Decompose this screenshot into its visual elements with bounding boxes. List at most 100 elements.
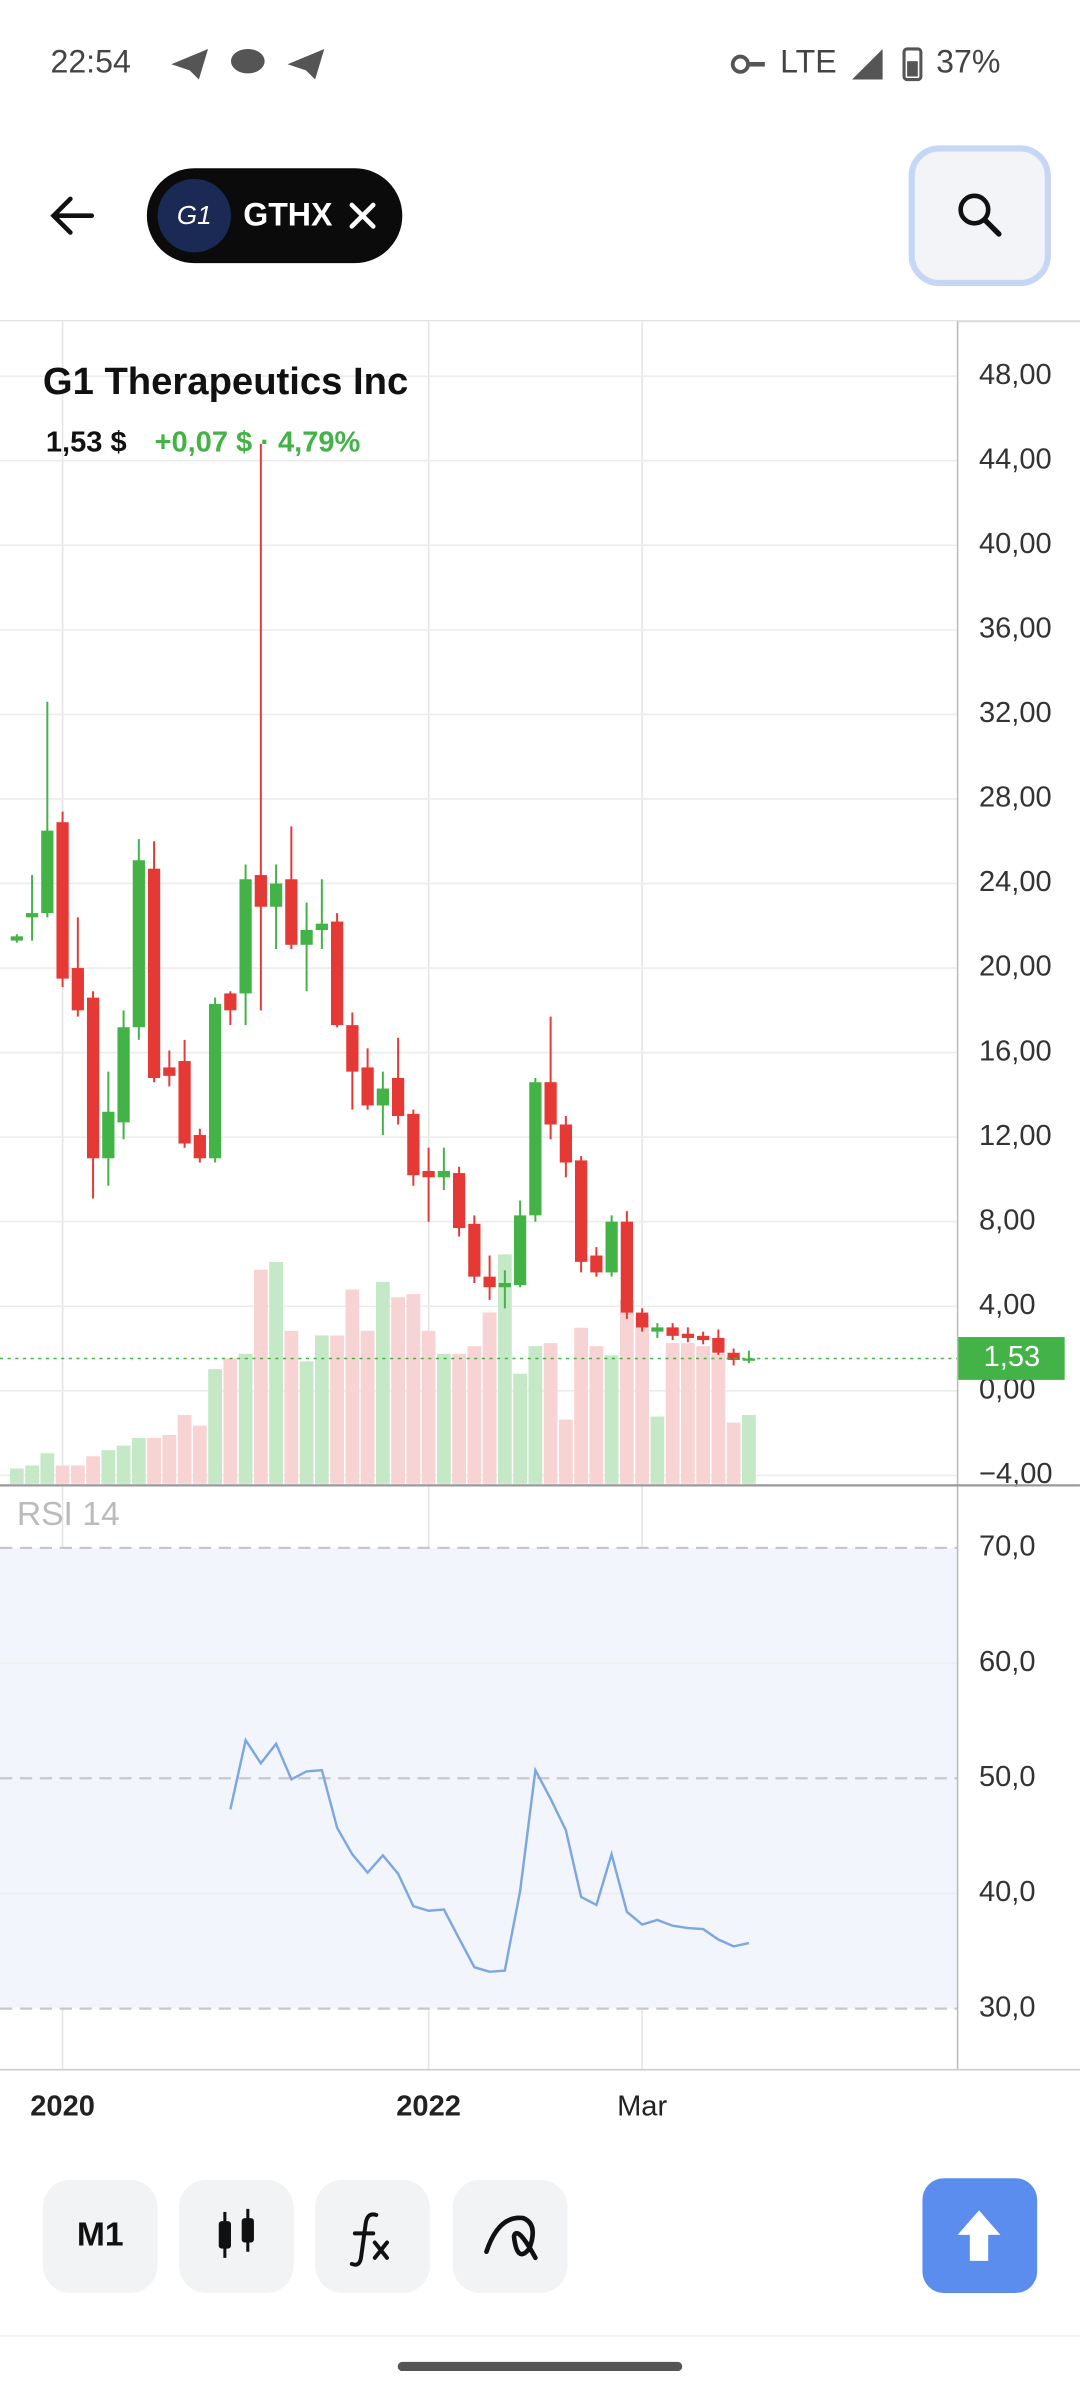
candle-body [285,879,298,945]
volume-bar [25,1465,39,1484]
y-tick-label: 8,00 [979,1204,1036,1236]
volume-bar [513,1373,527,1484]
y-tick-label: 70,0 [979,1531,1036,1563]
change-text: +0,07 $ · 4,79% [154,426,360,458]
x-tick-label: 2022 [396,2091,461,2123]
volume-bar [696,1346,711,1484]
y-tick-label: 36,00 [979,613,1052,645]
volume-bar [558,1419,573,1484]
candle-body [178,1061,191,1144]
period-button[interactable] [42,2179,158,2294]
candle-body [56,822,69,979]
candle-body [574,1160,588,1262]
volume-bar [680,1343,695,1484]
logo-text: G1 [177,200,212,230]
candle-body [636,1312,649,1328]
candle-body [41,830,54,914]
candle-body [239,879,252,994]
volume-bar [436,1353,451,1484]
candle-body [224,993,237,1011]
back-button[interactable] [50,196,95,235]
candle-body [10,936,23,941]
volume-bar [360,1330,375,1484]
candle-body [712,1337,725,1353]
candle-body [437,1170,450,1178]
status-icons [171,47,923,82]
candle-body [147,868,161,1078]
candle-body [498,1283,511,1288]
x-tick-label: Mar [617,2091,667,2123]
y-tick-label: 30,0 [979,1991,1036,2023]
volume-bar [101,1450,116,1484]
search-icon [958,193,991,226]
chart-title: G1 Therapeutics Inc [43,360,408,403]
volume-bar [177,1414,192,1484]
y-tick-label: 48,00 [979,359,1052,391]
remove-ticker[interactable] [349,202,376,229]
candle-body [254,875,267,907]
candle-body [330,921,344,1026]
candle-body [208,1003,222,1159]
candle-body [620,1221,633,1313]
up-arrow-icon [957,2210,1001,2261]
y-tick-label: 28,00 [979,782,1052,814]
volume-bar [55,1465,70,1484]
battery-level [907,61,918,77]
candle-body [300,930,313,945]
drawing-button[interactable] [452,2179,568,2294]
ticker-text: GTHX [243,197,333,233]
candle-body [407,1113,420,1176]
vpn-key-icon [730,54,750,74]
candle-body [86,997,100,1159]
volume-bar [162,1434,177,1484]
candle-body [468,1223,481,1277]
y-tick-label: 20,00 [979,951,1052,983]
candle-body [605,1221,618,1273]
candle-body [742,1358,755,1361]
indicators-button[interactable] [315,2179,430,2294]
candles-icon [218,2208,254,2258]
home-indicator[interactable] [397,2361,683,2372]
y-tick-label: 40,0 [979,1876,1036,1908]
y-tick-label: 50,0 [979,1761,1036,1793]
y-tick-label: 16,00 [979,1035,1052,1067]
status-battery: 37% [936,44,1000,80]
candle-body [163,1067,176,1076]
candle-body [697,1335,710,1341]
volume-bar [711,1353,726,1484]
status-network: LTE [780,44,837,80]
y-tick-label: 24,00 [979,866,1052,898]
search-button[interactable] [908,145,1051,287]
period-text: M1 [77,2216,124,2253]
volume-bar [421,1330,436,1484]
candle-body [483,1276,496,1288]
search-icon [982,217,1002,237]
volume-bar [635,1315,650,1484]
volume-bar [589,1346,604,1484]
volume-bar [284,1330,299,1484]
last-price-tag [957,1337,1065,1380]
status-time: 22:54 [50,44,130,80]
volume-bar [147,1437,161,1484]
candle-body [117,1027,130,1123]
function-icon [349,2212,390,2267]
candle-body [544,1082,557,1125]
candle-body [132,860,145,1028]
chat-icon [230,48,265,74]
candle-body [727,1352,740,1360]
candle-body [376,1088,389,1106]
candle-body [681,1333,694,1338]
volume-bar [650,1416,665,1484]
telegram-icon [171,48,209,80]
chart-type-button[interactable] [178,2179,294,2294]
volume-bar [741,1414,756,1484]
candle-body [529,1082,542,1216]
volume-bar [604,1355,619,1484]
chart-layer: 48,00 44,00 40,00 36,00 32,00 28,00 24,00 20,00… [0,321,1080,2123]
candle-body [559,1124,572,1163]
volume-bar [482,1312,497,1484]
volume-bar [467,1346,482,1484]
volume-bar [208,1369,222,1484]
volume-bar [619,1300,634,1484]
